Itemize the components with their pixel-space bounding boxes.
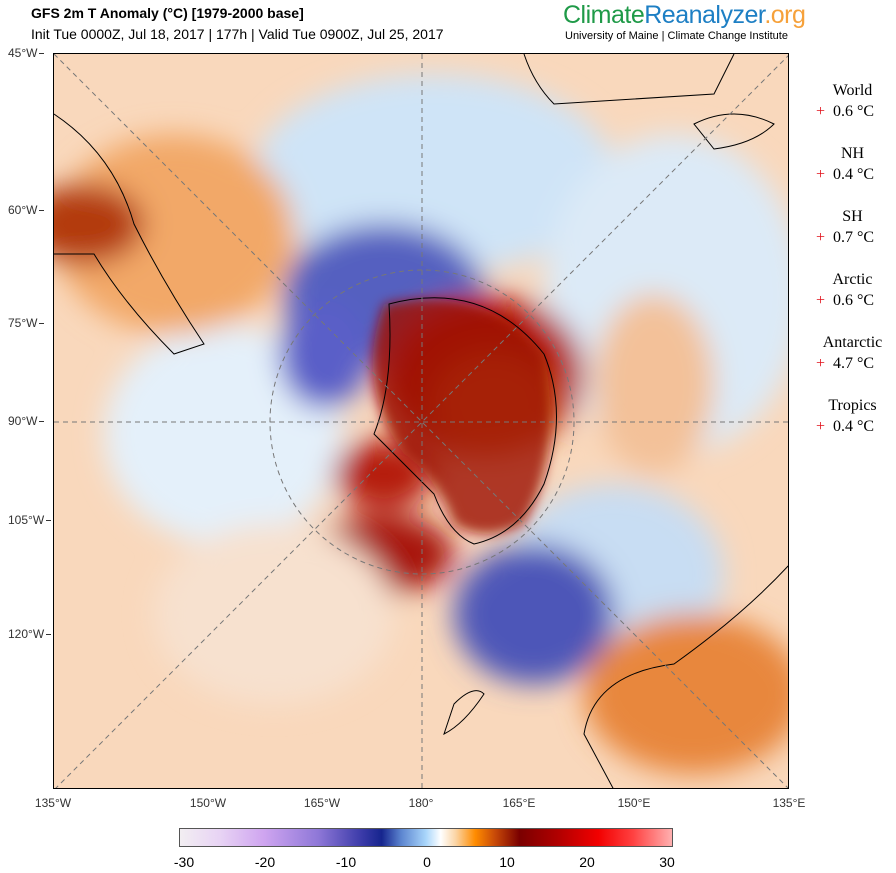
stat-sign: + bbox=[816, 229, 826, 246]
logo-climate: Climate bbox=[563, 1, 645, 29]
stat-label: Antarctic bbox=[822, 334, 883, 351]
stat-nh: NH +0.4 °C bbox=[810, 145, 895, 184]
logo-org: .org bbox=[764, 1, 806, 29]
colorbar-tick: 20 bbox=[579, 854, 595, 870]
stat-value: 0.4 °C bbox=[833, 166, 875, 183]
lon-label: 135°E bbox=[772, 796, 806, 810]
lon-label: 165°E bbox=[502, 796, 536, 810]
map-canvas bbox=[54, 54, 788, 788]
stat-value: 4.7 °C bbox=[833, 355, 875, 372]
colorbar-tick: -20 bbox=[254, 854, 276, 870]
land-outlines bbox=[372, 299, 551, 534]
stat-sign: + bbox=[816, 103, 826, 120]
lon-label: 165°W bbox=[303, 796, 341, 810]
lat-label: 90°W bbox=[8, 414, 44, 428]
stat-sign: + bbox=[816, 292, 826, 309]
temperature-anomaly-map[interactable] bbox=[53, 53, 789, 789]
stat-value: 0.6 °C bbox=[833, 292, 875, 309]
stat-sign: + bbox=[816, 166, 826, 183]
stat-label: Arctic bbox=[832, 271, 873, 288]
colorbar-tick: 10 bbox=[499, 854, 515, 870]
colorbar-tick: 0 bbox=[423, 854, 431, 870]
stat-label: NH bbox=[840, 145, 865, 162]
stat-value: 0.7 °C bbox=[833, 229, 875, 246]
colorbar bbox=[179, 828, 673, 847]
lon-label: 150°E bbox=[617, 796, 651, 810]
stat-label: World bbox=[832, 82, 873, 99]
stat-value: 0.4 °C bbox=[833, 418, 875, 435]
lat-label: 105°W bbox=[8, 513, 51, 527]
lon-label: 150°W bbox=[189, 796, 227, 810]
stat-antarctic: Antarctic +4.7 °C bbox=[810, 334, 895, 373]
stat-arctic: Arctic +0.6 °C bbox=[810, 271, 895, 310]
stat-value: 0.6 °C bbox=[833, 103, 875, 120]
anomaly-field bbox=[54, 74, 788, 774]
stat-label: Tropics bbox=[828, 397, 877, 414]
stat-sign: + bbox=[816, 418, 826, 435]
lon-label: 135°W bbox=[34, 796, 72, 810]
logo-reanalyzer: Reanalyzer bbox=[644, 1, 765, 29]
lat-label: 120°W bbox=[8, 627, 51, 641]
graticule bbox=[54, 54, 788, 788]
coastlines bbox=[54, 54, 788, 788]
stat-sh: SH +0.7 °C bbox=[810, 208, 895, 247]
lat-label: 60°W bbox=[8, 203, 44, 217]
climate-reanalyzer-logo[interactable]: ClimateReanalyzer.org bbox=[563, 1, 806, 30]
stat-tropics: Tropics +0.4 °C bbox=[810, 397, 895, 436]
map-title: GFS 2m T Anomaly (°C) [1979-2000 base] bbox=[31, 5, 304, 21]
lon-label: 180° bbox=[408, 796, 434, 810]
stat-label: SH bbox=[842, 208, 863, 225]
stat-sign: + bbox=[816, 355, 826, 372]
map-subtitle: Init Tue 0000Z, Jul 18, 2017 | 177h | Va… bbox=[31, 26, 444, 42]
colorbar-tick: -10 bbox=[335, 854, 357, 870]
stat-world: World +0.6 °C bbox=[810, 82, 895, 121]
lat-label: 45°W bbox=[8, 46, 44, 60]
lat-label: 75°W bbox=[8, 316, 44, 330]
colorbar-tick: -30 bbox=[173, 854, 195, 870]
colorbar-tick: 30 bbox=[659, 854, 675, 870]
institution-label: University of Maine | Climate Change Ins… bbox=[565, 30, 788, 42]
